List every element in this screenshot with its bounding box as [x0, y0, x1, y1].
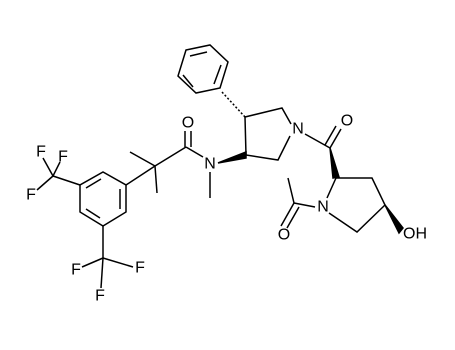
- wedge-bond: [329, 147, 340, 179]
- bond: [52, 175, 81, 186]
- double-bond: [85, 178, 102, 189]
- methyl: [287, 177, 295, 204]
- double-bond: [85, 208, 101, 219]
- carbonyl: [286, 206, 300, 229]
- methyl: [129, 151, 156, 167]
- ring-bond: [244, 107, 292, 125]
- hash-bond: [221, 91, 246, 118]
- aryl-ring: [79, 171, 127, 227]
- wedge-bond: [384, 204, 404, 235]
- atom-label: F: [58, 149, 68, 166]
- carbonyl: [280, 202, 295, 227]
- bond: [81, 257, 104, 268]
- bond: [304, 133, 331, 149]
- bond: [36, 175, 54, 191]
- ring-bond: [244, 116, 291, 161]
- atom-label: OH: [403, 226, 427, 243]
- bond: [154, 146, 187, 167]
- carbonyl: [324, 125, 337, 146]
- bonds: [36, 44, 404, 289]
- wedge-bond: [217, 150, 247, 164]
- bond: [293, 202, 316, 208]
- bond: [102, 257, 134, 268]
- ring-bond: [326, 177, 337, 199]
- bond: [42, 157, 54, 177]
- double-bond: [182, 74, 194, 88]
- bond: [100, 257, 104, 289]
- phenyl-ring: [177, 44, 229, 94]
- atom-label: O: [341, 113, 353, 130]
- atom-label: O: [182, 115, 194, 132]
- amide-bond: [185, 146, 204, 158]
- atom-label: N: [317, 199, 329, 216]
- bond: [125, 165, 156, 186]
- methyl: [154, 165, 158, 194]
- atom-label: F: [71, 262, 81, 279]
- atom-labels: F F F F F F O N N O N O OH: [26, 113, 427, 305]
- ring-bond: [328, 177, 386, 233]
- atom-label: F: [95, 288, 105, 305]
- atom-label: N: [204, 156, 216, 173]
- atom-label: F: [135, 260, 145, 277]
- atom-label: N: [292, 121, 304, 138]
- bond: [52, 161, 61, 177]
- carbonyl: [329, 128, 342, 149]
- atom-label: O: [278, 227, 290, 244]
- atom-label: F: [26, 187, 36, 204]
- double-bond: [189, 51, 208, 57]
- double-bond: [213, 64, 222, 85]
- atom-label: F: [36, 144, 46, 161]
